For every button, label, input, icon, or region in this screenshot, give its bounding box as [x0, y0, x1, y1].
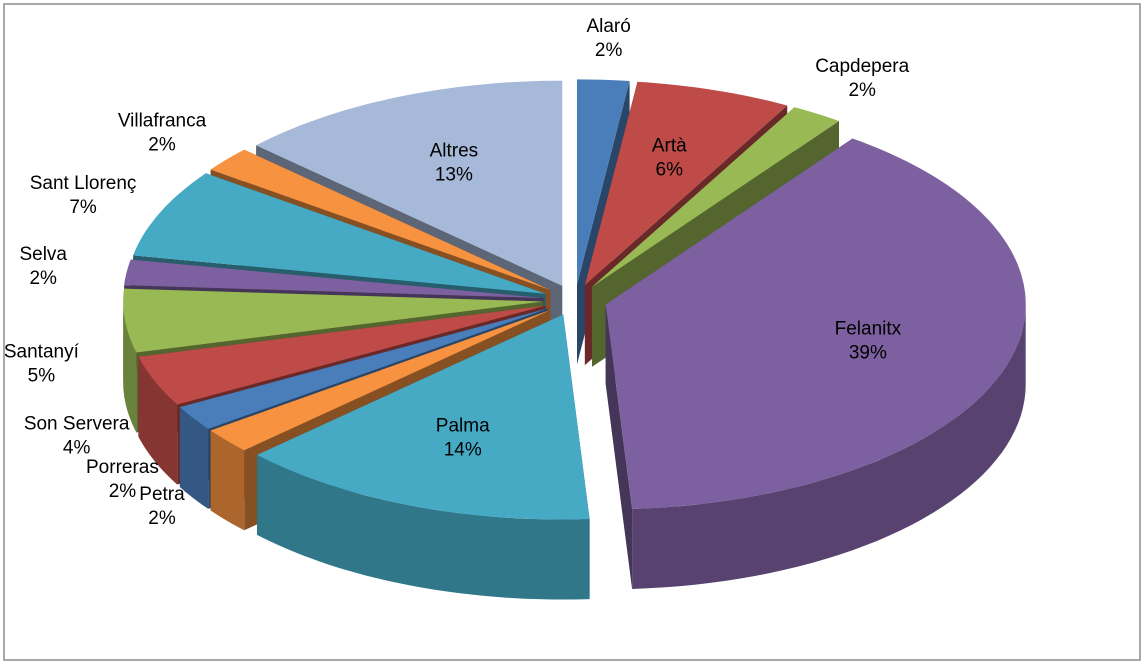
slice-value-label: 2% [848, 80, 876, 101]
slice [592, 107, 839, 287]
slice-value-label: 5% [28, 366, 56, 387]
slice [256, 80, 563, 286]
slice-value-label: 13% [435, 164, 473, 185]
slice-label: Petra [139, 484, 185, 505]
slice-value-label: 4% [63, 437, 91, 458]
slice-label: Alaró [586, 16, 630, 37]
slice [210, 149, 551, 290]
slice [124, 259, 544, 298]
slice-label: Villafranca [118, 110, 207, 131]
slice [138, 305, 546, 405]
slice-wall [179, 407, 209, 509]
slice [257, 314, 590, 520]
slice-label: Artà [652, 135, 687, 156]
slice [577, 79, 630, 285]
slice-value-label: 14% [444, 439, 482, 460]
slice-wall [632, 304, 1026, 589]
slice-label: Palma [436, 415, 490, 436]
slice-value-label: 2% [148, 134, 176, 155]
slice-label: Sant Llorenç [30, 173, 137, 194]
slice-value-label: 2% [595, 40, 623, 61]
slice [584, 81, 788, 286]
slice-value-label: 2% [29, 268, 57, 289]
slice-value-label: 39% [849, 343, 887, 364]
slice-label: Altres [430, 140, 479, 161]
slice-wall [138, 356, 178, 485]
slice-label: Selva [19, 244, 67, 265]
slice-label: Capdepera [815, 56, 909, 77]
slice-label: Porreras [86, 457, 159, 478]
slice [605, 138, 1026, 509]
slice-label: Felanitx [835, 319, 902, 340]
slice-value-label: 7% [69, 197, 97, 218]
slice-wall [210, 430, 245, 531]
slice-side [605, 304, 633, 589]
slice-value-label: 6% [656, 159, 684, 180]
slice-label: Son Servera [24, 413, 130, 434]
slice [133, 173, 546, 294]
slice-wall [123, 301, 137, 433]
slice-wall [257, 454, 590, 600]
slice-label: Santanyí [4, 342, 80, 363]
slice [123, 288, 544, 353]
slice [210, 310, 551, 451]
slice-value-label: 2% [109, 481, 137, 502]
slice-value-label: 2% [148, 508, 176, 529]
slice [179, 308, 548, 429]
